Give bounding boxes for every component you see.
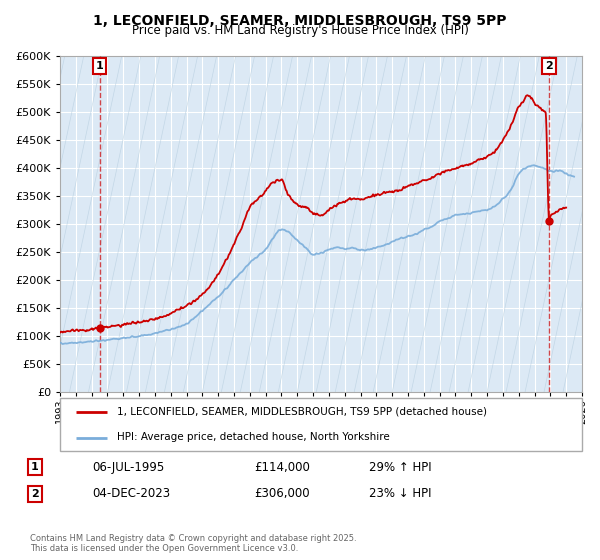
Text: £306,000: £306,000 (254, 487, 310, 501)
Text: 1, LECONFIELD, SEAMER, MIDDLESBROUGH, TS9 5PP (detached house): 1, LECONFIELD, SEAMER, MIDDLESBROUGH, TS… (118, 407, 487, 417)
Text: 06-JUL-1995: 06-JUL-1995 (92, 460, 165, 474)
Text: Contains HM Land Registry data © Crown copyright and database right 2025.
This d: Contains HM Land Registry data © Crown c… (30, 534, 356, 553)
Text: £114,000: £114,000 (254, 460, 310, 474)
FancyBboxPatch shape (60, 398, 582, 451)
Text: 2: 2 (31, 489, 39, 499)
Text: 23% ↓ HPI: 23% ↓ HPI (369, 487, 431, 501)
Text: 1: 1 (95, 61, 103, 71)
Text: 1: 1 (31, 462, 39, 472)
Text: 1, LECONFIELD, SEAMER, MIDDLESBROUGH, TS9 5PP: 1, LECONFIELD, SEAMER, MIDDLESBROUGH, TS… (93, 14, 507, 28)
Text: HPI: Average price, detached house, North Yorkshire: HPI: Average price, detached house, Nort… (118, 432, 390, 442)
Text: 29% ↑ HPI: 29% ↑ HPI (369, 460, 432, 474)
Text: 2: 2 (545, 61, 553, 71)
Text: 04-DEC-2023: 04-DEC-2023 (92, 487, 171, 501)
Text: Price paid vs. HM Land Registry's House Price Index (HPI): Price paid vs. HM Land Registry's House … (131, 24, 469, 37)
